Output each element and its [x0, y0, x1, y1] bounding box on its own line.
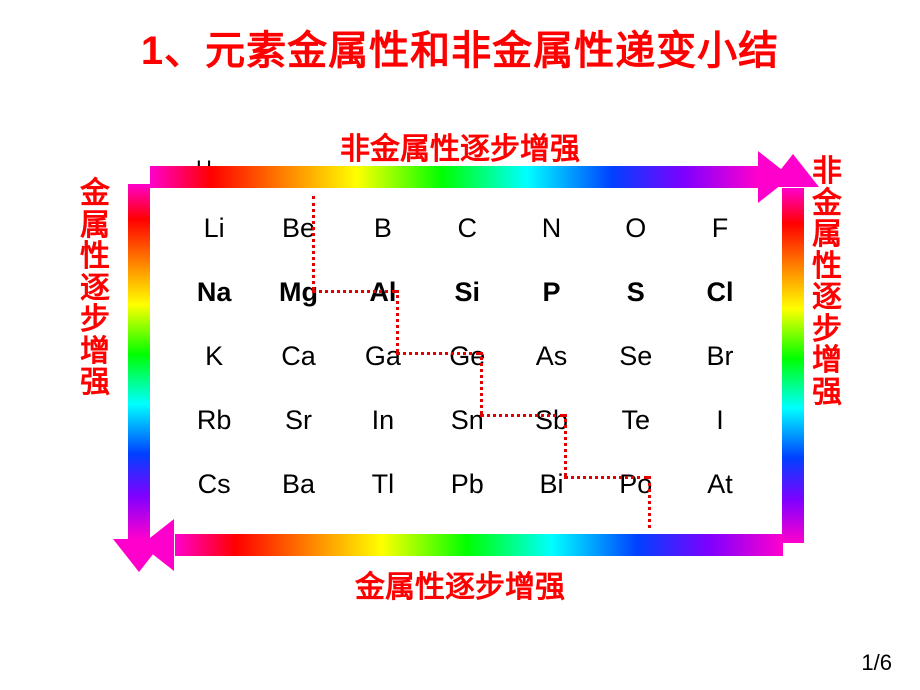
- element-cell: Br: [678, 324, 762, 388]
- element-cell: Pb: [425, 452, 509, 516]
- table-row: CsBaTlPbBiPoAt: [172, 452, 762, 516]
- table-row: LiBeBCNOF: [172, 196, 762, 260]
- rainbow-bar-right: [782, 188, 804, 543]
- element-cell: Na: [172, 260, 256, 324]
- element-cell: Bi: [509, 452, 593, 516]
- element-table: LiBeBCNOFNaMgAlSiPSClKCaGaGeAsSeBrRbSrIn…: [172, 196, 762, 516]
- page-number: 1/6: [861, 650, 892, 676]
- element-cell: Se: [594, 324, 678, 388]
- slide-root: 1、元素金属性和非金属性递变小结 非金属性逐步增强 金属性逐步增强 金属性逐步增…: [0, 0, 920, 690]
- table-row: KCaGaGeAsSeBr: [172, 324, 762, 388]
- element-cell: Mg: [256, 260, 340, 324]
- element-cell: Ge: [425, 324, 509, 388]
- arrow-up-icon: [767, 154, 819, 187]
- element-cell: In: [341, 388, 425, 452]
- table-row: RbSrInSnSbTeI: [172, 388, 762, 452]
- element-cell: I: [678, 388, 762, 452]
- element-cell: Be: [256, 196, 340, 260]
- element-cell: F: [678, 196, 762, 260]
- rainbow-bar-left: [128, 184, 150, 539]
- element-cell: S: [594, 260, 678, 324]
- rainbow-bar-top: [150, 166, 758, 188]
- element-cell: P: [509, 260, 593, 324]
- right-axis-label: 非金属性逐步增强: [810, 156, 844, 408]
- element-cell: Cl: [678, 260, 762, 324]
- element-cell: Sb: [509, 388, 593, 452]
- element-cell: Te: [594, 388, 678, 452]
- table-row: NaMgAlSiPSCl: [172, 260, 762, 324]
- element-cell: Ca: [256, 324, 340, 388]
- element-cell: Sn: [425, 388, 509, 452]
- rainbow-bar-bottom: [175, 534, 783, 556]
- element-cell: As: [509, 324, 593, 388]
- element-cell: B: [341, 196, 425, 260]
- element-cell: Ba: [256, 452, 340, 516]
- element-cell: Sr: [256, 388, 340, 452]
- element-cell: Cs: [172, 452, 256, 516]
- slide-title: 1、元素金属性和非金属性递变小结: [0, 18, 920, 76]
- element-cell: Li: [172, 196, 256, 260]
- element-cell: N: [509, 196, 593, 260]
- element-cell: C: [425, 196, 509, 260]
- element-cell: Tl: [341, 452, 425, 516]
- element-cell: Po: [594, 452, 678, 516]
- element-cell: Rb: [172, 388, 256, 452]
- left-axis-label: 金属性逐步增强: [78, 178, 112, 399]
- element-cell: K: [172, 324, 256, 388]
- element-cell: Al: [341, 260, 425, 324]
- element-cell: Si: [425, 260, 509, 324]
- element-cell: Ga: [341, 324, 425, 388]
- arrow-down-icon: [113, 539, 165, 572]
- element-cell: O: [594, 196, 678, 260]
- element-cell: At: [678, 452, 762, 516]
